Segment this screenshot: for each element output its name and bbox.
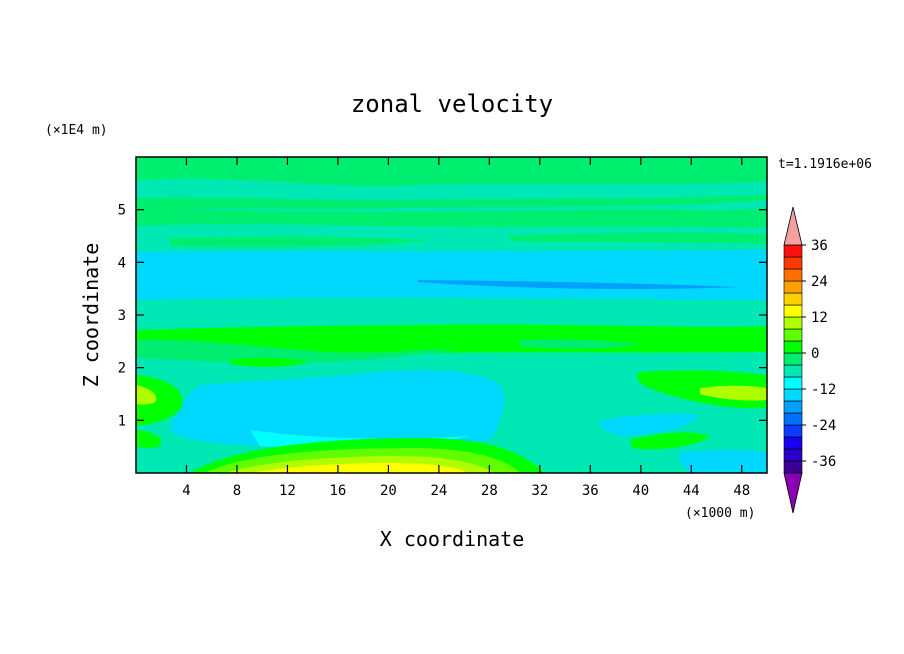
contour-yellow-right — [700, 385, 767, 401]
x-tick-label: 48 — [733, 483, 750, 499]
contour-green-patch-b — [520, 339, 640, 349]
contour-surface-yellow16 — [250, 462, 468, 473]
x-tick-label: 16 — [329, 483, 346, 499]
y-tick-label: 2 — [118, 361, 126, 377]
colorbar-extend-bottom — [783, 472, 803, 514]
y-axis-title: Z coordinate — [79, 243, 103, 388]
contour-blue-streak — [418, 280, 740, 290]
colorbar-segment — [783, 292, 803, 306]
colorbar-segment — [783, 388, 803, 402]
colorbar-tick-label: 12 — [811, 310, 828, 326]
contour-left-yellow — [136, 385, 157, 405]
chart-title: zonal velocity — [351, 90, 553, 118]
colorbar-segment — [783, 460, 803, 474]
colorbar-tick-label: -24 — [811, 418, 836, 434]
x-tick-label: 40 — [632, 483, 649, 499]
colorbar-tick-label: 24 — [811, 274, 828, 290]
colorbar-extend-top — [783, 206, 803, 246]
contour-left-green-low — [136, 430, 162, 449]
colorbar-tick-label: 36 — [811, 238, 828, 254]
contour-field — [136, 157, 767, 473]
contour-green-band — [136, 324, 767, 357]
colorbar-segment — [783, 376, 803, 390]
contour-cyan-right — [599, 413, 700, 436]
x-axis: 4 8 12 16 20 24 28 32 36 40 44 48 — [182, 157, 750, 499]
contour-green-streak-a — [170, 236, 430, 247]
x-axis-title: X coordinate — [380, 527, 525, 551]
x-tick-label: 20 — [380, 483, 397, 499]
contour-green-streak-b — [510, 232, 767, 244]
time-label: t=1.1916e+06 — [778, 157, 872, 172]
colorbar-segment — [783, 280, 803, 294]
x-unit-label: (×1000 m) — [685, 506, 755, 521]
contour-teal-band — [136, 297, 767, 330]
colorbar-segment — [783, 424, 803, 438]
x-tick-label: 32 — [531, 483, 548, 499]
x-tick-label: 36 — [582, 483, 599, 499]
x-tick-label: 28 — [481, 483, 498, 499]
colorbar-segment — [783, 268, 803, 282]
colorbar-tick-label: 0 — [811, 346, 819, 362]
colorbar-tick-label: -12 — [811, 382, 836, 398]
colorbar-segment — [783, 304, 803, 318]
y-unit-label: (×1E4 m) — [45, 123, 108, 138]
contour-cyan-band — [136, 250, 767, 305]
x-tick-label: 4 — [182, 483, 190, 499]
colorbar-segment — [783, 340, 803, 354]
contour-green-wisp — [136, 339, 460, 364]
colorbar-segment — [783, 352, 803, 366]
colorbar-segment — [783, 328, 803, 342]
contour-top-teal — [136, 178, 767, 201]
x-tick-label: 24 — [430, 483, 447, 499]
contour-left-green — [136, 375, 183, 426]
colorbar-segment — [783, 244, 803, 258]
x-tick-label: 44 — [683, 483, 700, 499]
y-tick-label: 5 — [118, 203, 126, 219]
colorbar-segment — [783, 448, 803, 462]
colorbar-segment — [783, 412, 803, 426]
y-tick-label: 1 — [118, 413, 126, 429]
contour-green-patch — [230, 357, 310, 367]
colorbar-segment — [783, 316, 803, 330]
x-tick-label: 12 — [279, 483, 296, 499]
colorbar-segment — [783, 256, 803, 270]
y-tick-label: 3 — [118, 308, 126, 324]
x-tick-label: 8 — [233, 483, 241, 499]
contour-cyan-corner — [678, 449, 767, 473]
colorbar-segment — [783, 364, 803, 378]
contour-cyan-region — [170, 370, 505, 447]
y-axis: 1 2 3 4 5 — [118, 203, 767, 429]
contour-green-right-low — [630, 432, 710, 450]
colorbar-segment — [783, 400, 803, 414]
colorbar: 36 24 12 0 -12 -24 -36 — [783, 206, 836, 514]
contour-upper-green — [136, 205, 767, 228]
colorbar-tick-label: -36 — [811, 454, 836, 470]
y-tick-label: 4 — [118, 255, 126, 271]
colorbar-segment — [783, 436, 803, 450]
